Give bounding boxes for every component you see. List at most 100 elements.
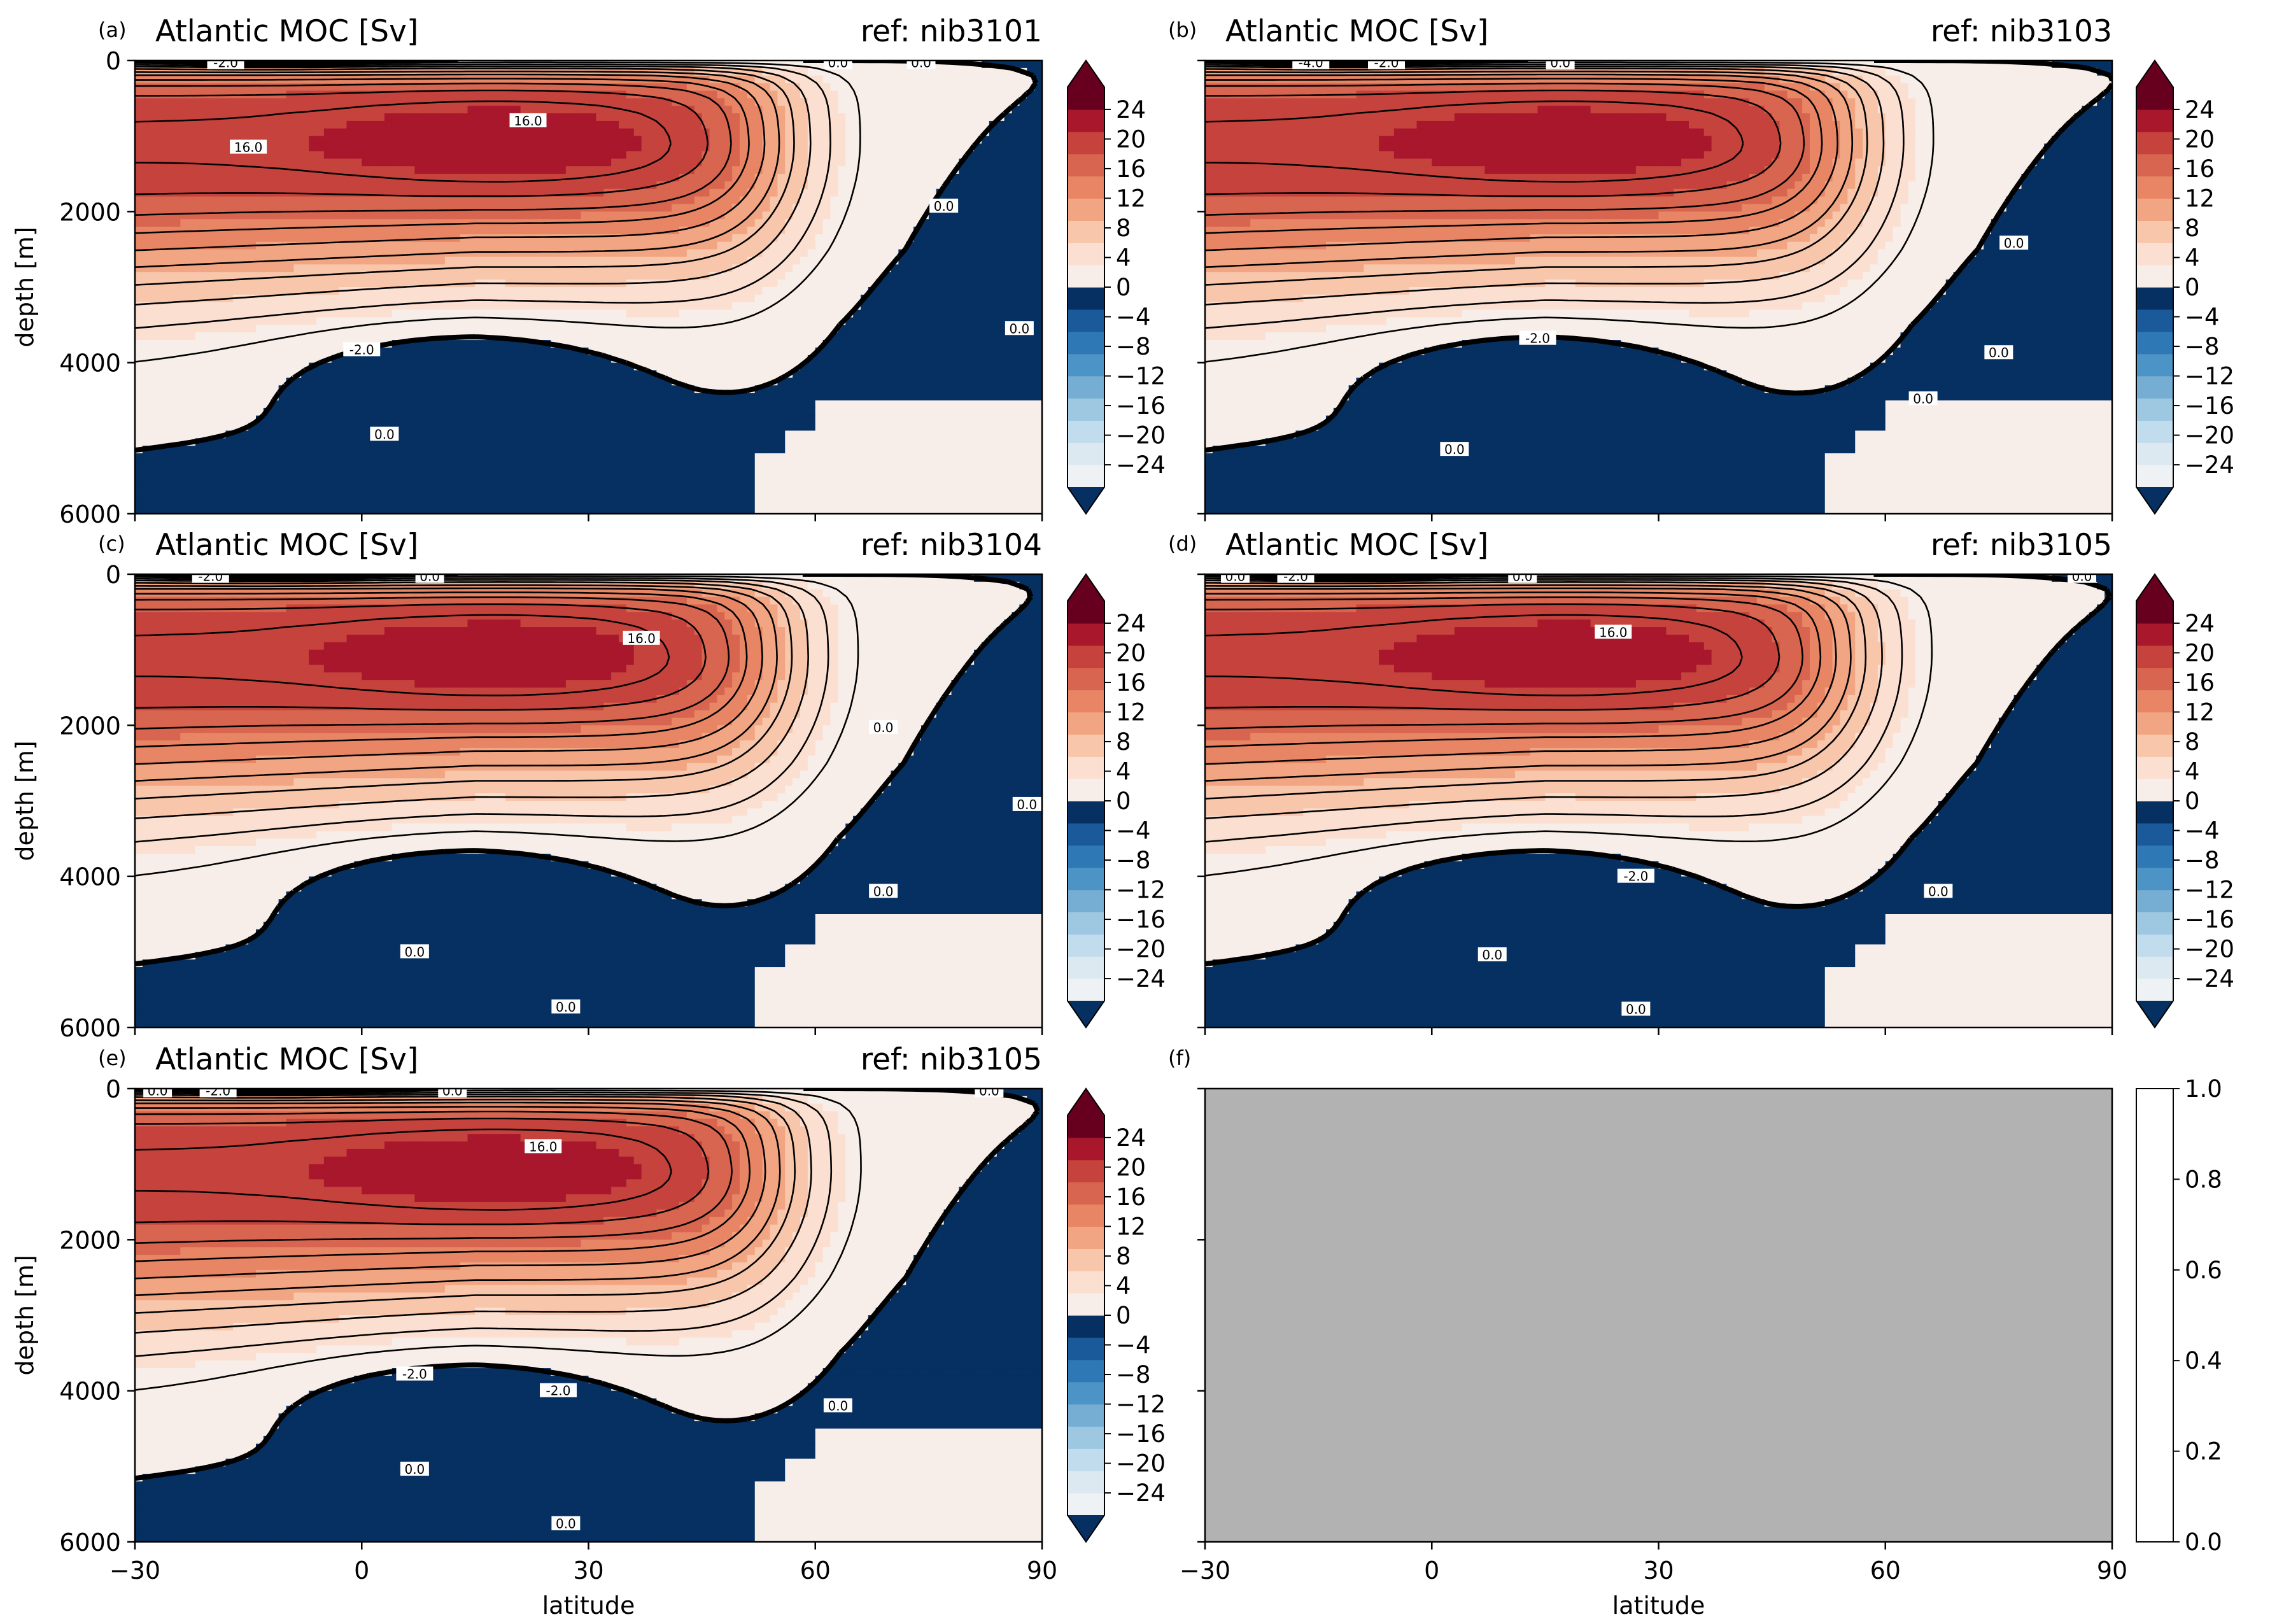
colorbar-extend-max bbox=[2136, 574, 2173, 601]
panel-title: Atlantic MOC [Sv] bbox=[155, 1042, 418, 1077]
panel-ref: ref: nib3105 bbox=[861, 1042, 1042, 1077]
colorbar-tick-label: 4 bbox=[2185, 244, 2200, 271]
colorbar-tick-label: −20 bbox=[1116, 422, 1166, 449]
contour-label: -4.0 bbox=[1299, 55, 1323, 71]
contour-label: 0.0 bbox=[1444, 442, 1465, 457]
y-tick-label: 4000 bbox=[59, 863, 121, 891]
contour-4 bbox=[135, 1091, 833, 1357]
contour-20 bbox=[135, 614, 670, 696]
colorbar-tick-label: 12 bbox=[1116, 185, 1146, 212]
y-tick-label: 0 bbox=[106, 1075, 121, 1103]
contour-label: 0.0 bbox=[1017, 797, 1037, 812]
colorbar-tick-label: 0.8 bbox=[2185, 1166, 2222, 1193]
x-tick-label: 0 bbox=[1424, 1557, 1439, 1585]
contour-16 bbox=[1205, 82, 1805, 216]
y-tick-label: 4000 bbox=[59, 350, 121, 378]
panel-ref: ref: nib3104 bbox=[861, 528, 1042, 563]
panel-b: (b) Atlantic MOC [Sv] ref: nib3103 -4.0 -2.0… bbox=[1168, 14, 2234, 521]
contour-20 bbox=[135, 1128, 673, 1211]
colorbar-tick-label: −12 bbox=[1116, 1391, 1166, 1418]
contour-label: 0.0 bbox=[1512, 569, 1533, 584]
colorbar-tick-label: 12 bbox=[1116, 698, 1146, 726]
colorbar-tick-label: 20 bbox=[2185, 639, 2215, 667]
contour-label: 0.0 bbox=[1928, 884, 1949, 899]
y-tick-label: 2000 bbox=[59, 712, 121, 740]
contour-label: 0.0 bbox=[1626, 1002, 1646, 1017]
contour-label: -2.0 bbox=[206, 1084, 230, 1099]
contour-12 bbox=[135, 587, 763, 765]
colorbar-tick-label: 20 bbox=[1116, 1154, 1146, 1181]
moc-field: -4.0 -2.0 0.0 -2.0 0.0 0.0 0.0 0.0 bbox=[1205, 55, 2112, 514]
contour-label: -2.0 bbox=[1374, 55, 1399, 71]
contour-label: 0.0 bbox=[828, 55, 848, 71]
colorbar-tick-label: 24 bbox=[2185, 96, 2215, 124]
contour-label: 0.0 bbox=[1913, 392, 1933, 407]
contour-label: 0.0 bbox=[2072, 569, 2092, 584]
x-tick-label: 30 bbox=[573, 1557, 603, 1585]
x-tick-label: 90 bbox=[2097, 1557, 2127, 1585]
contour-8 bbox=[135, 67, 795, 286]
colorbar-outline bbox=[1067, 573, 1105, 1029]
colorbar-tick-label: −12 bbox=[2185, 877, 2234, 904]
colorbar-extend-min bbox=[1068, 487, 1104, 514]
subplot-label: (b) bbox=[1168, 18, 1197, 42]
x-axis-label: latitude bbox=[1612, 1592, 1705, 1620]
contour-label: 0.0 bbox=[374, 427, 395, 442]
colorbar-tick-label: 4 bbox=[1116, 1272, 1131, 1299]
colorbar-tick-label: −16 bbox=[1116, 392, 1166, 420]
x-tick-label: 60 bbox=[1870, 1557, 1901, 1585]
colorbar-outline bbox=[2136, 1088, 2174, 1543]
contour-label: 16.0 bbox=[1599, 625, 1628, 640]
contour-16 bbox=[135, 1110, 733, 1244]
contour-10 bbox=[135, 1098, 781, 1296]
contour-label: 0.0 bbox=[404, 944, 425, 959]
contour-18 bbox=[135, 603, 707, 711]
x-tick-label: −30 bbox=[1180, 1557, 1230, 1585]
colorbar-outline bbox=[2136, 573, 2174, 1029]
panel-title: Atlantic MOC [Sv] bbox=[155, 14, 418, 49]
colorbar-tick-label: −12 bbox=[1116, 877, 1166, 904]
y-axis-label: depth [m] bbox=[11, 227, 39, 347]
colorbar-outline bbox=[1067, 1087, 1105, 1543]
colorbar-tick-label: −8 bbox=[1116, 333, 1151, 360]
colorbar-tick-label: −24 bbox=[2185, 965, 2234, 992]
subplot-label: (a) bbox=[98, 18, 127, 42]
panel-ref: ref: nib3101 bbox=[861, 14, 1042, 49]
moc-field: 0.0 -2.0 0.0 0.0 16.0 -2.0 0.0 0.0 0.0 bbox=[1205, 569, 2112, 1027]
contour-20 bbox=[1205, 614, 1743, 696]
colorbar-tick-label: −4 bbox=[2185, 817, 2220, 845]
colorbar-tick-label: 20 bbox=[1116, 639, 1146, 667]
y-tick-label: 0 bbox=[106, 47, 121, 75]
colorbar-tick-label: 8 bbox=[2185, 215, 2200, 242]
contour-10 bbox=[135, 70, 780, 268]
x-tick-label: 90 bbox=[1027, 1557, 1057, 1585]
contour-label: 0.0 bbox=[873, 884, 894, 899]
panel-ref: ref: nib3105 bbox=[1931, 528, 2112, 563]
contour-label: 0.0 bbox=[556, 999, 576, 1015]
colorbar-tick-label: 24 bbox=[2185, 610, 2215, 637]
colorbar-tick-label: 24 bbox=[1116, 96, 1146, 124]
contour-label: 16.0 bbox=[514, 113, 542, 129]
colorbar-outline bbox=[2136, 59, 2174, 515]
y-axis-label: depth [m] bbox=[11, 1255, 39, 1375]
colorbar-tick-label: −12 bbox=[2185, 363, 2234, 390]
colorbar-tick-label: 8 bbox=[1116, 1243, 1131, 1270]
contour-14 bbox=[135, 1106, 751, 1262]
colorbar-extend-min bbox=[1068, 1001, 1104, 1027]
contour-label: 0.0 bbox=[556, 1516, 576, 1532]
empty-panel-fill bbox=[1205, 1089, 2112, 1542]
contour-10 bbox=[1205, 584, 1852, 782]
contour-16 bbox=[135, 82, 732, 216]
contour-label: 0.0 bbox=[979, 1084, 999, 1099]
colorbar-tick-label: 0.2 bbox=[2185, 1438, 2222, 1465]
contour-label: 0.0 bbox=[419, 569, 440, 584]
y-tick-label: 6000 bbox=[59, 500, 121, 528]
contour-label: 0.0 bbox=[442, 1084, 463, 1099]
x-tick-label: 60 bbox=[800, 1557, 831, 1585]
